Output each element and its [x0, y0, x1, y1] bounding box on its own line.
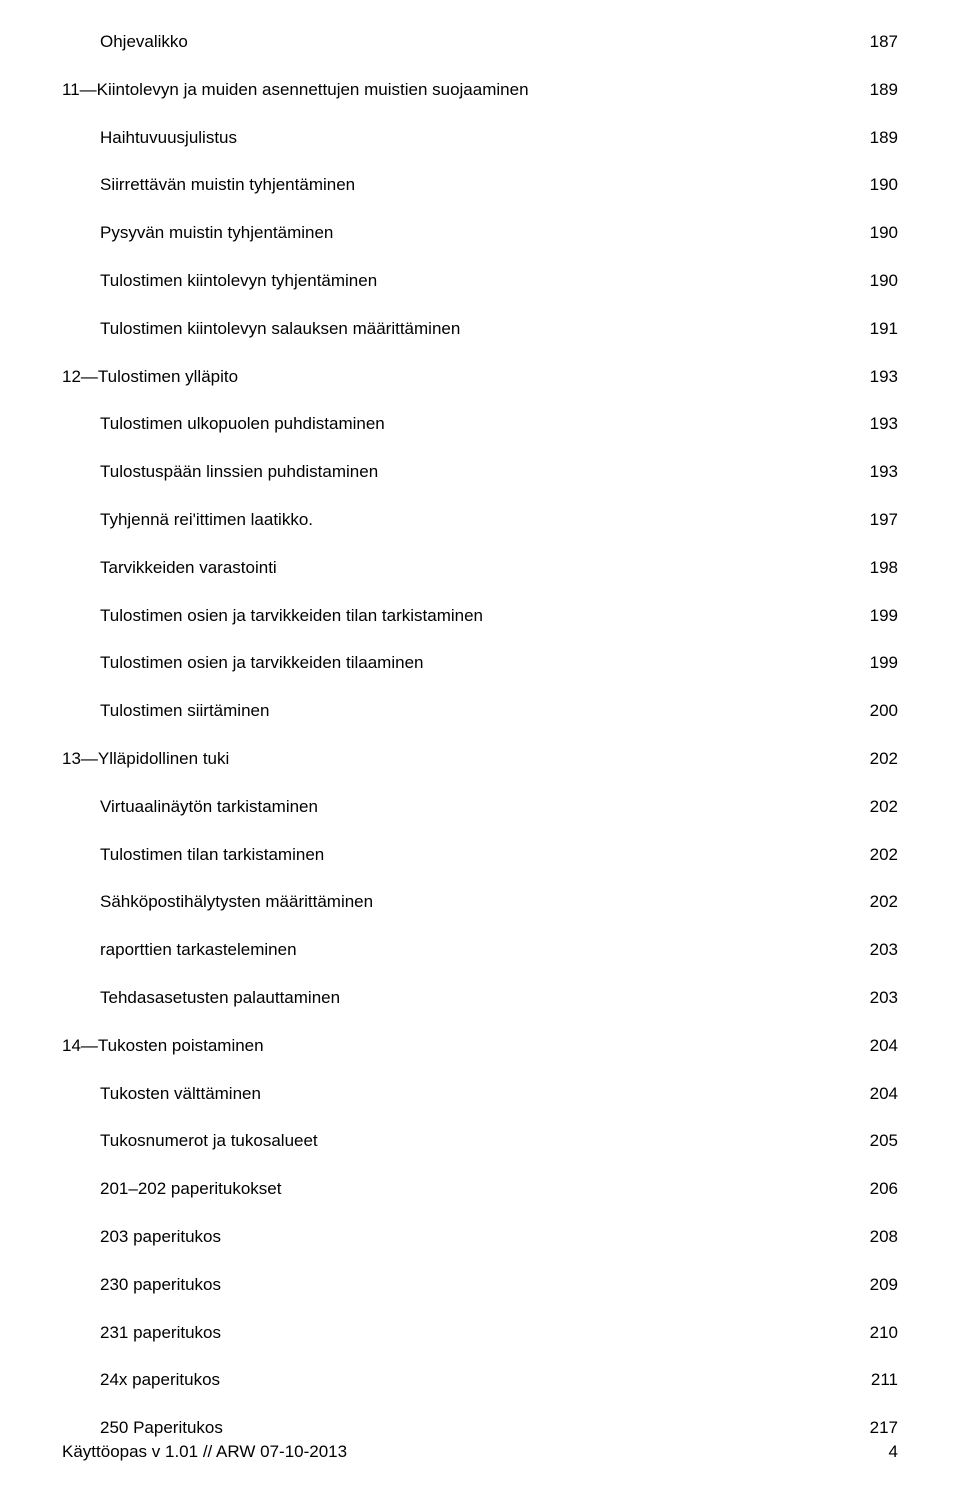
- toc-entry-page: 204: [870, 1034, 898, 1058]
- toc-entry-label: Haihtuvuusjulistus: [100, 126, 237, 150]
- toc-entry[interactable]: 201–202 paperitukokset 206: [62, 1177, 898, 1201]
- toc-entry-page: 190: [870, 173, 898, 197]
- toc-entry-label: 14—Tukosten poistaminen: [62, 1034, 264, 1058]
- toc-entry-page: 202: [870, 747, 898, 771]
- toc-entry[interactable]: 11—Kiintolevyn ja muiden asennettujen mu…: [62, 78, 898, 102]
- toc-entry-label: Tulostimen kiintolevyn salauksen määritt…: [100, 317, 460, 341]
- toc-entry-label: 231 paperitukos: [100, 1321, 221, 1345]
- toc-entry[interactable]: 250 Paperitukos 217: [62, 1416, 898, 1440]
- toc-entry-page: 209: [870, 1273, 898, 1297]
- toc-entry-page: 211: [871, 1368, 898, 1392]
- toc-entry-page: 202: [870, 890, 898, 914]
- toc-entry-label: 203 paperitukos: [100, 1225, 221, 1249]
- toc-entry-label: raporttien tarkasteleminen: [100, 938, 297, 962]
- footer-left-text: Käyttöopas v 1.01 // ARW 07-10-2013: [62, 1440, 347, 1464]
- toc-entry-page: 202: [870, 843, 898, 867]
- toc-entry[interactable]: Tyhjennä rei'ittimen laatikko. 197: [62, 508, 898, 532]
- toc-entry[interactable]: Tehdasasetusten palauttaminen 203: [62, 986, 898, 1010]
- toc-entry-page: 203: [870, 986, 898, 1010]
- toc-entry-page: 199: [870, 651, 898, 675]
- toc-entry-label: 11—Kiintolevyn ja muiden asennettujen mu…: [62, 78, 529, 102]
- toc-entry-label: Tulostimen tilan tarkistaminen: [100, 843, 324, 867]
- toc-entry-label: Siirrettävän muistin tyhjentäminen: [100, 173, 355, 197]
- toc-entry-label: Pysyvän muistin tyhjentäminen: [100, 221, 333, 245]
- toc-entry[interactable]: Tulostimen siirtäminen 200: [62, 699, 898, 723]
- toc-entry[interactable]: Tulostimen osien ja tarvikkeiden tilan t…: [62, 604, 898, 628]
- toc-entry-page: 199: [870, 604, 898, 628]
- toc-entry-label: Tukosnumerot ja tukosalueet: [100, 1129, 318, 1153]
- toc-entry-page: 190: [870, 221, 898, 245]
- toc-entry-page: 197: [870, 508, 898, 532]
- toc-entry[interactable]: Sähköpostihälytysten määrittäminen 202: [62, 890, 898, 914]
- toc-entry[interactable]: Ohjevalikko 187: [62, 30, 898, 54]
- toc-entry-label: Sähköpostihälytysten määrittäminen: [100, 890, 373, 914]
- toc-entry-page: 208: [870, 1225, 898, 1249]
- toc-entry-page: 189: [870, 126, 898, 150]
- toc-entry-label: 24x paperitukos: [100, 1368, 220, 1392]
- toc-entry-label: Tulostimen siirtäminen: [100, 699, 269, 723]
- toc-entry-label: Tyhjennä rei'ittimen laatikko.: [100, 508, 313, 532]
- toc-entry-page: 204: [870, 1082, 898, 1106]
- toc-entry[interactable]: Virtuaalinäytön tarkistaminen 202: [62, 795, 898, 819]
- toc-entry-label: 230 paperitukos: [100, 1273, 221, 1297]
- toc-entry-page: 193: [870, 365, 898, 389]
- toc-entry[interactable]: Tulostuspään linssien puhdistaminen 193: [62, 460, 898, 484]
- toc-entry-page: 206: [870, 1177, 898, 1201]
- toc-entry[interactable]: 231 paperitukos 210: [62, 1321, 898, 1345]
- toc-entry[interactable]: raporttien tarkasteleminen 203: [62, 938, 898, 962]
- page: Ohjevalikko 187 11—Kiintolevyn ja muiden a…: [0, 0, 960, 1494]
- toc-entry-page: 191: [870, 317, 898, 341]
- toc-entry[interactable]: Tukosnumerot ja tukosalueet 205: [62, 1129, 898, 1153]
- toc-entry[interactable]: 14—Tukosten poistaminen 204: [62, 1034, 898, 1058]
- page-footer: Käyttöopas v 1.01 // ARW 07-10-2013 4: [62, 1440, 898, 1464]
- toc-entry[interactable]: Siirrettävän muistin tyhjentäminen 190: [62, 173, 898, 197]
- toc-entry[interactable]: Pysyvän muistin tyhjentäminen 190: [62, 221, 898, 245]
- toc-entry[interactable]: 230 paperitukos 209: [62, 1273, 898, 1297]
- toc-entry-page: 193: [870, 460, 898, 484]
- toc-entry-label: Tarvikkeiden varastointi: [100, 556, 277, 580]
- toc-entry-page: 202: [870, 795, 898, 819]
- toc-entry[interactable]: Tulostimen ulkopuolen puhdistaminen 193: [62, 412, 898, 436]
- toc-entry-page: 210: [870, 1321, 898, 1345]
- toc-entry-page: 190: [870, 269, 898, 293]
- toc-entry-page: 205: [870, 1129, 898, 1153]
- toc-entry[interactable]: Tulostimen tilan tarkistaminen 202: [62, 843, 898, 867]
- toc-entry[interactable]: Tulostimen kiintolevyn tyhjentäminen 190: [62, 269, 898, 293]
- toc-entry-label: 13—Ylläpidollinen tuki: [62, 747, 229, 771]
- toc-entry-page: 189: [870, 78, 898, 102]
- toc-entry-label: Tehdasasetusten palauttaminen: [100, 986, 340, 1010]
- table-of-contents: Ohjevalikko 187 11—Kiintolevyn ja muiden a…: [62, 30, 898, 1440]
- toc-entry[interactable]: Tukosten välttäminen 204: [62, 1082, 898, 1106]
- toc-entry-page: 200: [870, 699, 898, 723]
- toc-entry-page: 187: [870, 30, 898, 54]
- toc-entry-page: 203: [870, 938, 898, 962]
- toc-entry[interactable]: 12—Tulostimen ylläpito 193: [62, 365, 898, 389]
- toc-entry[interactable]: 24x paperitukos 211: [62, 1368, 898, 1392]
- toc-entry[interactable]: Tulostimen kiintolevyn salauksen määritt…: [62, 317, 898, 341]
- toc-entry-label: Tulostuspään linssien puhdistaminen: [100, 460, 378, 484]
- toc-entry-label: Tulostimen osien ja tarvikkeiden tilan t…: [100, 604, 483, 628]
- toc-entry-label: 201–202 paperitukokset: [100, 1177, 281, 1201]
- toc-entry-label: Tukosten välttäminen: [100, 1082, 261, 1106]
- toc-entry-label: Ohjevalikko: [100, 30, 188, 54]
- toc-entry-label: Tulostimen kiintolevyn tyhjentäminen: [100, 269, 377, 293]
- toc-entry[interactable]: 203 paperitukos 208: [62, 1225, 898, 1249]
- toc-entry-label: 12—Tulostimen ylläpito: [62, 365, 238, 389]
- toc-entry[interactable]: Haihtuvuusjulistus 189: [62, 126, 898, 150]
- toc-entry[interactable]: 13—Ylläpidollinen tuki 202: [62, 747, 898, 771]
- toc-entry-label: Tulostimen ulkopuolen puhdistaminen: [100, 412, 385, 436]
- toc-entry-label: 250 Paperitukos: [100, 1416, 223, 1440]
- toc-entry-page: 198: [870, 556, 898, 580]
- toc-entry-label: Tulostimen osien ja tarvikkeiden tilaami…: [100, 651, 423, 675]
- toc-entry-page: 193: [870, 412, 898, 436]
- toc-entry[interactable]: Tarvikkeiden varastointi 198: [62, 556, 898, 580]
- footer-page-number: 4: [889, 1440, 898, 1464]
- toc-entry-page: 217: [870, 1416, 898, 1440]
- toc-entry[interactable]: Tulostimen osien ja tarvikkeiden tilaami…: [62, 651, 898, 675]
- toc-entry-label: Virtuaalinäytön tarkistaminen: [100, 795, 318, 819]
